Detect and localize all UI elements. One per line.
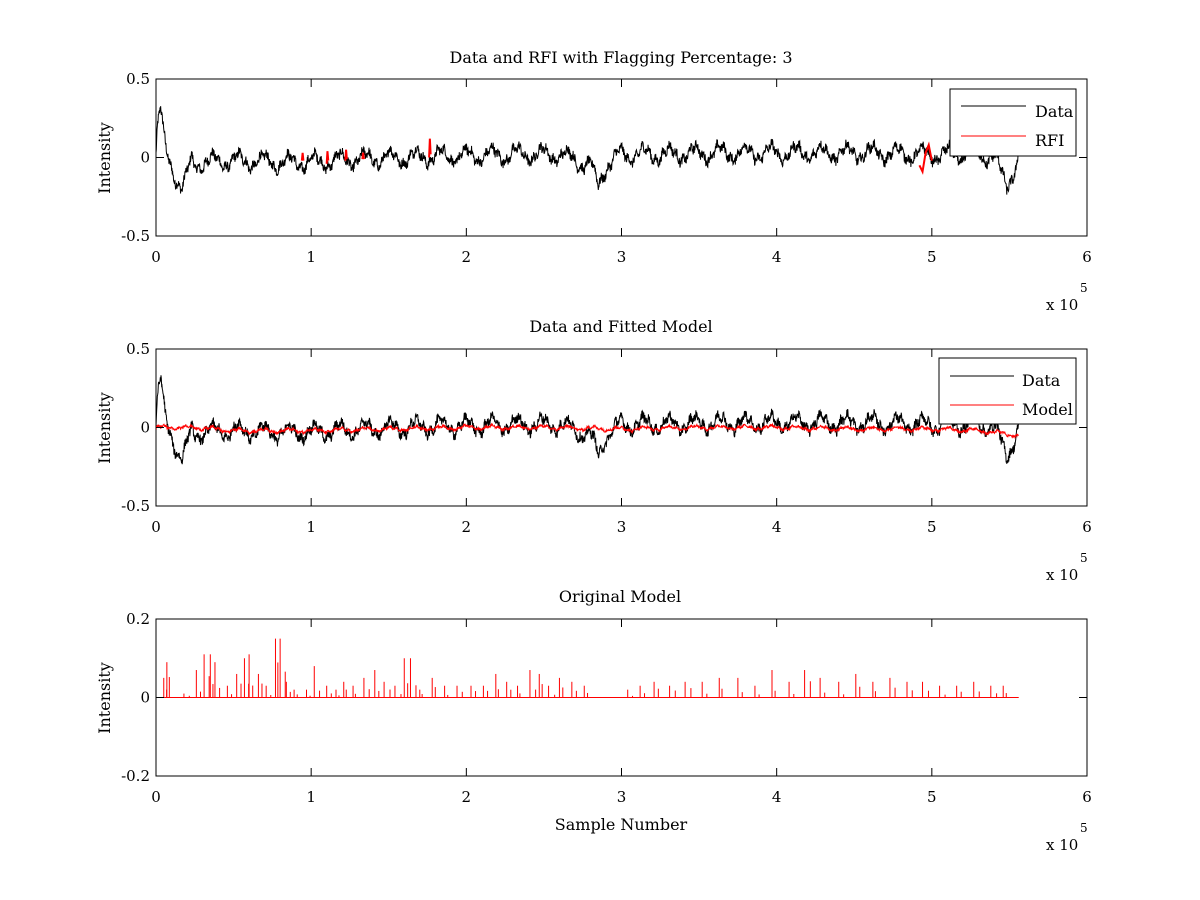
panel-original-xtick-label: 0: [151, 788, 161, 806]
panel-fitted-xtick-label: 4: [772, 518, 782, 536]
panel-fitted-xtick-label: 3: [617, 518, 627, 536]
panel-rfi-legend-label-data: Data: [1035, 102, 1074, 121]
panel-fitted-series-model: [156, 422, 1019, 440]
panel-original-title: Original Model: [559, 587, 681, 606]
panel-fitted-xtick-label: 1: [306, 518, 316, 536]
panel-rfi-x-exponent-power: 5: [1080, 281, 1088, 295]
panel-rfi-series-data: [156, 106, 1020, 195]
panel-rfi-xtick-label: 4: [772, 248, 782, 266]
panel-rfi-rfi-segment: [325, 151, 330, 164]
panel-rfi-x-exponent: x 10: [1046, 296, 1078, 314]
panel-rfi-rfi-segment: [361, 152, 365, 160]
panel-original-xtick-label: 1: [306, 788, 316, 806]
panel-rfi-xtick-label: 0: [151, 248, 161, 266]
panel-rfi-title: Data and RFI with Flagging Percentage: 3: [449, 48, 792, 67]
panel-rfi-rfi-segment: [428, 138, 432, 158]
panel-rfi-rfi-segment: [344, 149, 348, 161]
panel-fitted-legend: Data Model: [938, 357, 1077, 425]
panel-fitted-ytick-label: -0.5: [121, 497, 150, 515]
panel-fitted-legend-label-data: Data: [1022, 371, 1061, 390]
panel-fitted-xtick-label: 0: [151, 518, 161, 536]
panel-rfi-xtick-label: 5: [927, 248, 937, 266]
panel-fitted-plot-area: [156, 375, 1020, 465]
panel-fitted-ticks: 0 1 2 3 4 5 6-0.500.5: [121, 340, 1092, 536]
panel-rfi-ylabel: Intensity: [95, 122, 114, 194]
panel-rfi-xtick-label: 3: [617, 248, 627, 266]
panel-rfi-xtick-label: 1: [306, 248, 316, 266]
panel-original-xtick-label: 3: [617, 788, 627, 806]
panel-original-plot-area: [156, 638, 1019, 698]
panel-rfi-legend-box: [949, 88, 1077, 157]
panel-original-x-exponent-power: 5: [1080, 821, 1088, 835]
panel-fitted-ylabel: Intensity: [95, 392, 114, 464]
panel-rfi-xtick-label: 2: [462, 248, 472, 266]
panel-fitted-x-exponent-power: 5: [1080, 551, 1088, 565]
panel-fitted-legend-label-model: Model: [1022, 400, 1073, 419]
panel-rfi-ytick-label: 0.5: [126, 70, 150, 88]
panel-rfi: Data and RFI with Flagging Percentage: 3…: [95, 48, 1092, 314]
panel-original-xlabel: Sample Number: [555, 815, 688, 834]
panel-original-xtick-label: 4: [772, 788, 782, 806]
panel-original-xtick-label: 6: [1082, 788, 1092, 806]
panel-rfi-legend: Data RFI: [949, 88, 1077, 157]
panel-fitted-x-exponent: x 10: [1046, 566, 1078, 584]
panel-rfi-rfi-segment: [300, 152, 305, 161]
panel-fitted-xtick-label: 2: [462, 518, 472, 536]
panel-rfi-ytick-label: 0: [140, 149, 150, 167]
panel-fitted: Data and Fitted Model 0 1 2 3 4 5 6-0.500.5 In…: [95, 317, 1092, 584]
panel-fitted-xtick-label: 6: [1082, 518, 1092, 536]
panel-original-ylabel: Intensity: [95, 662, 114, 734]
panel-fitted-x-exponent-base: x 10: [1046, 566, 1078, 584]
panel-original-ticks: 0 1 2 3 4 5 6-0.200.2: [121, 610, 1092, 806]
panel-original-x-exponent-base: x 10: [1046, 836, 1078, 854]
panel-original: Original Model 0 1 2 3 4 5 6-0.200.2 Intensity…: [95, 587, 1092, 854]
panel-rfi-ytick-label: -0.5: [121, 227, 150, 245]
panel-fitted-legend-box: [938, 357, 1077, 425]
panel-fitted-ytick-label: 0.5: [126, 340, 150, 358]
panel-rfi-xtick-label: 6: [1082, 248, 1092, 266]
panel-fitted-series-data: [156, 375, 1020, 465]
panel-rfi-ticks: 0 1 2 3 4 5 6-0.500.5: [121, 70, 1092, 266]
panel-rfi-x-exponent-base: x 10: [1046, 296, 1078, 314]
panel-original-xtick-label: 5: [927, 788, 937, 806]
panel-original-ytick-label: 0: [140, 689, 150, 707]
panel-rfi-legend-label-rfi: RFI: [1035, 131, 1064, 150]
panel-original-ytick-label: -0.2: [121, 767, 150, 785]
panel-fitted-xtick-label: 5: [927, 518, 937, 536]
panel-rfi-plot-area: [156, 106, 1020, 195]
panel-original-xtick-label: 2: [462, 788, 472, 806]
panel-rfi-rfi-segment: [918, 141, 933, 175]
panel-fitted-title: Data and Fitted Model: [529, 317, 712, 336]
panel-original-ytick-label: 0.2: [126, 610, 150, 628]
panel-original-x-exponent: x 10: [1046, 836, 1078, 854]
panel-fitted-ytick-label: 0: [140, 419, 150, 437]
